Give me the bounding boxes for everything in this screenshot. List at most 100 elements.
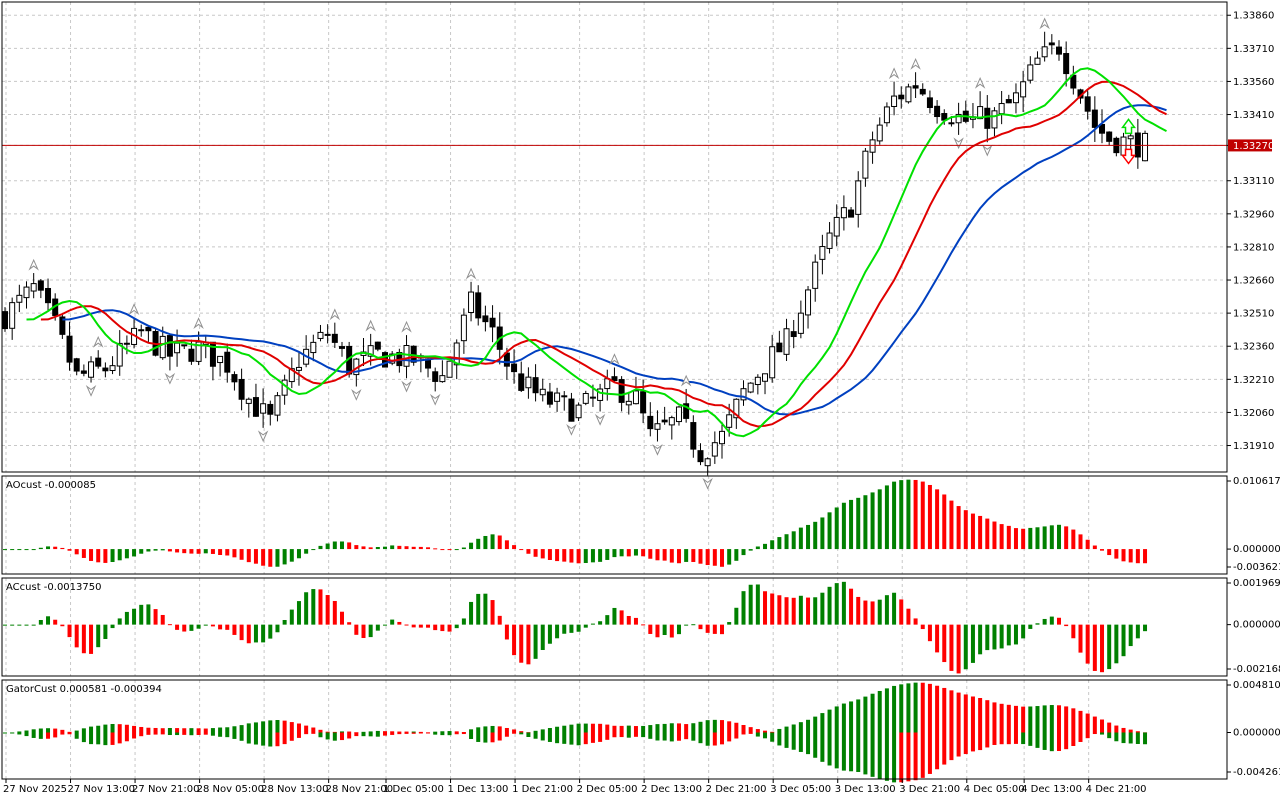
gator-bar: [1028, 732, 1033, 746]
candle: [905, 86, 912, 103]
gator-bar: [153, 732, 158, 735]
gator-bar: [612, 725, 617, 733]
ao-bar: [920, 481, 925, 550]
ac-bar: [662, 624, 667, 636]
gator-bar: [863, 696, 868, 733]
gator-bar: [426, 732, 431, 734]
candle: [432, 371, 439, 382]
gator-bar: [519, 731, 524, 733]
ac-bar: [31, 624, 36, 626]
ao-bar: [841, 502, 846, 550]
gator-bar: [870, 693, 875, 733]
ao-bar: [619, 549, 624, 557]
ao-bar: [339, 541, 344, 550]
gator-bar: [734, 732, 739, 739]
gator-bar: [906, 683, 911, 733]
x-tick-label: 27 Nov 2025: [3, 784, 67, 795]
ac-bar: [834, 583, 839, 625]
gator-bar: [433, 731, 438, 733]
ac-bar: [1114, 624, 1119, 664]
ao-bar: [124, 549, 129, 559]
ao-bar: [784, 534, 789, 550]
candle: [625, 400, 632, 406]
ac-bar: [476, 593, 481, 625]
gator-bar: [110, 723, 115, 733]
gator-bar: [1042, 732, 1047, 750]
gator-bar: [318, 729, 323, 733]
ac-bar: [1035, 623, 1040, 625]
x-tick-label: 27 Nov 13:00: [68, 784, 135, 795]
ao-bar: [418, 546, 423, 550]
gator-bar: [533, 730, 538, 733]
gator-bar: [633, 732, 638, 737]
gator-bar: [942, 732, 947, 765]
gator-bar: [1114, 725, 1119, 733]
ac-bar: [598, 621, 603, 625]
gator-bar: [74, 730, 79, 733]
candle: [295, 366, 302, 371]
gator-bar: [512, 729, 517, 733]
gator-bar: [712, 719, 717, 733]
ac-bar: [483, 593, 488, 625]
ac-bar: [956, 624, 961, 674]
candle: [561, 395, 568, 398]
gator-bar: [146, 727, 151, 733]
ao-bar: [296, 549, 301, 559]
candle: [783, 328, 790, 355]
x-tick-label: 1 Dec 05:00: [383, 784, 444, 795]
ao-bar: [182, 549, 187, 554]
ac-bar: [275, 624, 280, 633]
ao-bar: [1071, 529, 1076, 550]
gator-bar: [1028, 706, 1033, 733]
gator-bar: [383, 732, 388, 736]
x-tick-label: 1 Dec 21:00: [512, 784, 573, 795]
ac-bar: [1006, 624, 1011, 646]
ac-bar: [748, 584, 753, 625]
gator-bar: [576, 732, 581, 746]
ao-bar: [777, 537, 782, 550]
gator-bar: [210, 728, 215, 733]
gator-bar: [60, 732, 65, 735]
gator-bar: [583, 723, 588, 733]
ac-bar: [590, 623, 595, 625]
ac-bar: [196, 624, 201, 629]
gator-bar: [1013, 732, 1018, 744]
fractal-up-arrow: [465, 267, 477, 280]
ac-bar: [798, 595, 803, 625]
gator-bar: [10, 732, 15, 734]
y-tick-label: -0.004261: [1233, 767, 1280, 778]
gator-bar: [834, 706, 839, 733]
candle: [338, 346, 345, 349]
candle: [711, 442, 718, 457]
ac-bar: [311, 589, 316, 625]
ao-bar: [999, 524, 1004, 550]
gator-bar: [31, 732, 36, 738]
gator-bar: [970, 732, 975, 752]
ac-bar: [325, 595, 330, 625]
candle: [324, 333, 331, 336]
gator-bar: [748, 732, 753, 734]
ac-bar: [10, 624, 15, 626]
candle: [632, 390, 639, 405]
ao-bar: [655, 549, 660, 561]
ac-bar: [17, 624, 22, 626]
candle: [1027, 64, 1034, 81]
x-tick-label: 4 Dec 13:00: [1021, 784, 1082, 795]
ao-bar: [426, 547, 431, 550]
gator-bar: [985, 700, 990, 733]
candle: [704, 458, 711, 467]
ac-bar: [1078, 624, 1083, 653]
candle: [833, 216, 840, 237]
ac-bar: [913, 618, 918, 625]
candle: [224, 351, 231, 373]
gator-bar: [253, 732, 258, 745]
ac-bar: [978, 624, 983, 655]
ao-bar: [698, 549, 703, 564]
gator-bar: [1100, 732, 1105, 735]
ao-bar: [741, 549, 746, 556]
ao-bar: [361, 546, 366, 550]
gator-bar: [67, 732, 72, 735]
fractal-down-arrow: [652, 443, 663, 456]
ao-bar: [469, 542, 474, 550]
